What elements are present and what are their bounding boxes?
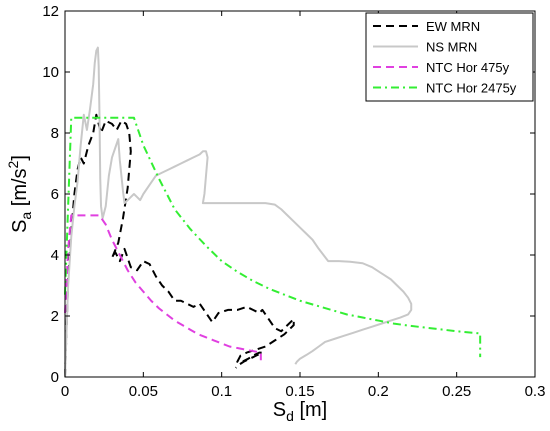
- x-tick-label: 0: [61, 383, 69, 400]
- x-tick-label: 0.05: [129, 383, 158, 400]
- legend-label-2: NTC Hor 475y: [426, 60, 510, 75]
- x-axis-label-unit: [m]: [294, 399, 327, 421]
- y-tick-label: 8: [51, 125, 59, 142]
- x-tick-label: 0.1: [211, 383, 232, 400]
- ticks-layer: [64, 10, 536, 378]
- legend-label-3: NTC Hor 2475y: [426, 81, 517, 96]
- y-axis-label-unit: [m/s: [9, 168, 31, 211]
- series-line-0: [64, 113, 295, 378]
- y-tick-label: 6: [51, 186, 59, 203]
- legend-label-0: EW MRN: [426, 19, 480, 34]
- x-tick-label: 0.2: [368, 383, 389, 400]
- legend: EW MRN NS MRN NTC Hor 475y NTC Hor 2475y: [365, 12, 534, 102]
- series-line-1: [64, 46, 413, 378]
- y-tick-label: 10: [42, 64, 59, 81]
- x-tick-labels: 0 0.05 0.1 0.15 0.2 0.25 0.3: [61, 383, 546, 400]
- x-axis-label-main: S: [273, 399, 286, 421]
- x-axis-label-sub: d: [286, 408, 294, 424]
- y-tick-label: 4: [51, 247, 59, 264]
- y-tick-label: 12: [42, 3, 59, 20]
- x-tick-label: 0.25: [442, 383, 471, 400]
- y-axis-label-sub: a: [18, 212, 34, 220]
- y-tick-label: 0: [51, 369, 59, 386]
- y-axis-label-main: S: [9, 220, 31, 233]
- legend-box: [365, 12, 534, 102]
- x-tick-label: 0.15: [285, 383, 314, 400]
- series-line-3: [64, 116, 482, 358]
- x-tick-label: 0.3: [525, 383, 546, 400]
- y-axis-label-sup: 2: [5, 160, 21, 168]
- y-tick-labels: 0 2 4 6 8 10 12: [42, 3, 59, 386]
- legend-label-1: NS MRN: [426, 40, 477, 55]
- series-line-2: [64, 214, 262, 361]
- x-axis-label: Sd [m]: [273, 399, 327, 424]
- y-axis-label: Sa [m/s2]: [5, 155, 34, 233]
- y-axis-label-close: ]: [9, 155, 31, 161]
- y-tick-label: 2: [51, 308, 59, 325]
- series-layer: [64, 46, 482, 378]
